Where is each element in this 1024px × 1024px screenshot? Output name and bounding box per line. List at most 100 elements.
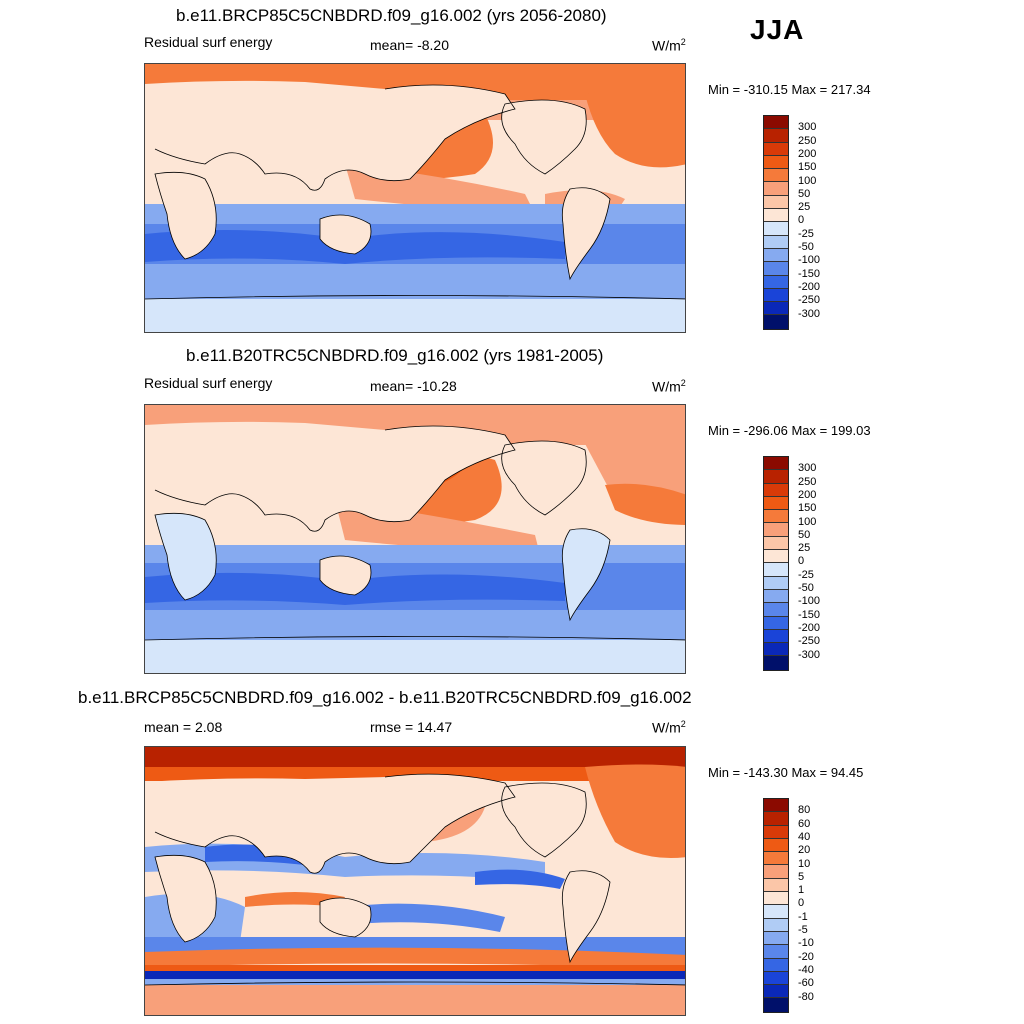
colorbar-swatch	[764, 945, 788, 959]
colorbar-tick-label: -25	[798, 568, 814, 581]
colorbar-swatch	[764, 155, 788, 170]
colorbar-swatch	[764, 275, 788, 289]
colorbar-swatch	[764, 209, 788, 223]
panel-3-mean-label: mean = 2.08	[144, 719, 223, 735]
colorbar-swatch	[764, 812, 788, 826]
colorbar-tick-label: -250	[798, 635, 821, 648]
colorbar-tick-label: 100	[798, 174, 817, 187]
colorbar-swatch	[764, 116, 788, 130]
colorbar-tick-label: 300	[798, 121, 817, 134]
colorbar-swatch	[764, 496, 788, 511]
colorbar-swatch	[764, 235, 788, 249]
colorbar-tick-label: 200	[798, 147, 817, 160]
colorbar-swatch	[764, 878, 788, 893]
panel-3-map	[144, 746, 686, 1016]
colorbar-swatch	[764, 838, 788, 853]
panel-1-variable-label: Residual surf energy	[144, 34, 273, 50]
colorbar-swatch	[764, 865, 788, 879]
colorbar-tick-label: -60	[798, 977, 814, 990]
colorbar-swatch	[764, 315, 788, 329]
colorbar-tick-label: 200	[798, 488, 817, 501]
colorbar-tick-label: -300	[798, 648, 821, 661]
colorbar-tick-label: -300	[798, 307, 821, 320]
colorbar-tick-label: -10	[798, 937, 814, 950]
colorbar-swatch	[764, 550, 788, 564]
panel-3-minmax: Min = -143.30 Max = 94.45	[708, 765, 864, 780]
colorbar-swatch	[764, 523, 788, 537]
colorbar-tick-label: -100	[798, 254, 821, 267]
colorbar-tick-label: 300	[798, 462, 817, 475]
colorbar-tick-label: -80	[798, 990, 814, 1003]
colorbar-swatch	[764, 483, 788, 497]
panel-2-colorbar	[763, 456, 789, 671]
colorbar-tick-label: -200	[798, 621, 821, 634]
colorbar-swatch	[764, 931, 788, 946]
panel-1-units: W/m2	[652, 37, 686, 54]
colorbar-tick-label: -40	[798, 963, 814, 976]
panel-3-map-graphic	[145, 747, 685, 1015]
panel-2-units: W/m2	[652, 378, 686, 395]
panel-2-map	[144, 404, 686, 674]
colorbar-swatch	[764, 288, 788, 303]
colorbar-swatch	[764, 182, 788, 196]
panel-3-colorbar-labels: 80 60 40 20 10 5 1 0 -1 -5 -10 -20 -40 -60 -80	[798, 798, 838, 1011]
colorbar-swatch	[764, 142, 788, 156]
colorbar-swatch	[764, 971, 788, 986]
colorbar-tick-label: -150	[798, 608, 821, 621]
colorbar-tick-label: -50	[798, 582, 814, 594]
colorbar-swatch	[764, 799, 788, 813]
panel-1-title: b.e11.BRCP85C5CNBDRD.f09_g16.002 (yrs 20…	[176, 6, 607, 25]
colorbar-swatch	[764, 998, 788, 1012]
colorbar-tick-label: -25	[798, 227, 814, 240]
colorbar-swatch	[764, 248, 788, 263]
season-label: JJA	[750, 14, 805, 45]
colorbar-swatch	[764, 629, 788, 644]
colorbar-tick-label: 40	[798, 830, 811, 843]
panel-1-mean-label: mean= -8.20	[370, 37, 449, 53]
colorbar-swatch	[764, 302, 788, 316]
colorbar-swatch	[764, 656, 788, 670]
colorbar-swatch	[764, 985, 788, 999]
colorbar-tick-label: 50	[798, 187, 811, 200]
colorbar-tick-label: 1	[798, 884, 805, 897]
colorbar-swatch	[764, 536, 788, 551]
colorbar-tick-label: 250	[798, 475, 817, 488]
colorbar-swatch	[764, 129, 788, 143]
colorbar-tick-label: 150	[798, 502, 817, 515]
colorbar-swatch	[764, 195, 788, 210]
panel-1-map-graphic	[145, 64, 685, 332]
colorbar-tick-label: 5	[798, 870, 805, 883]
colorbar-swatch	[764, 169, 788, 183]
colorbar-swatch	[764, 852, 788, 866]
colorbar-tick-label: 100	[798, 515, 817, 528]
colorbar-swatch	[764, 892, 788, 906]
panel-3-units: W/m2	[652, 719, 686, 736]
panel-1-map	[144, 63, 686, 333]
colorbar-tick-label: 25	[798, 542, 811, 555]
colorbar-swatch	[764, 470, 788, 484]
colorbar-swatch	[764, 616, 788, 630]
colorbar-tick-label: 250	[798, 134, 817, 147]
panel-2-minmax: Min = -296.06 Max = 199.03	[708, 423, 871, 438]
colorbar-tick-label: -150	[798, 267, 821, 280]
colorbar-swatch	[764, 643, 788, 657]
colorbar-swatch	[764, 457, 788, 471]
colorbar-tick-label: 80	[798, 804, 811, 817]
panel-1-colorbar-labels: 300 250 200 150 100 50 25 0 -25 -50 -100 -150 -200 -2…	[798, 115, 838, 328]
colorbar-tick-label: -50	[798, 241, 814, 253]
panel-1-minmax: Min = -310.15 Max = 217.34	[708, 82, 871, 97]
panel-2-variable-label: Residual surf energy	[144, 375, 273, 391]
colorbar-tick-label: 25	[798, 201, 811, 214]
panel-1-colorbar	[763, 115, 789, 330]
colorbar-tick-label: 20	[798, 844, 811, 857]
colorbar-swatch	[764, 510, 788, 524]
colorbar-swatch	[764, 958, 788, 972]
colorbar-swatch	[764, 262, 788, 276]
panel-3-rmse-label: rmse = 14.47	[370, 719, 453, 735]
colorbar-swatch	[764, 576, 788, 590]
colorbar-tick-label: -200	[798, 280, 821, 293]
colorbar-tick-label: 50	[798, 528, 811, 541]
colorbar-tick-label: 0	[798, 555, 805, 568]
colorbar-tick-label: 150	[798, 161, 817, 174]
colorbar-tick-label: -20	[798, 950, 814, 963]
